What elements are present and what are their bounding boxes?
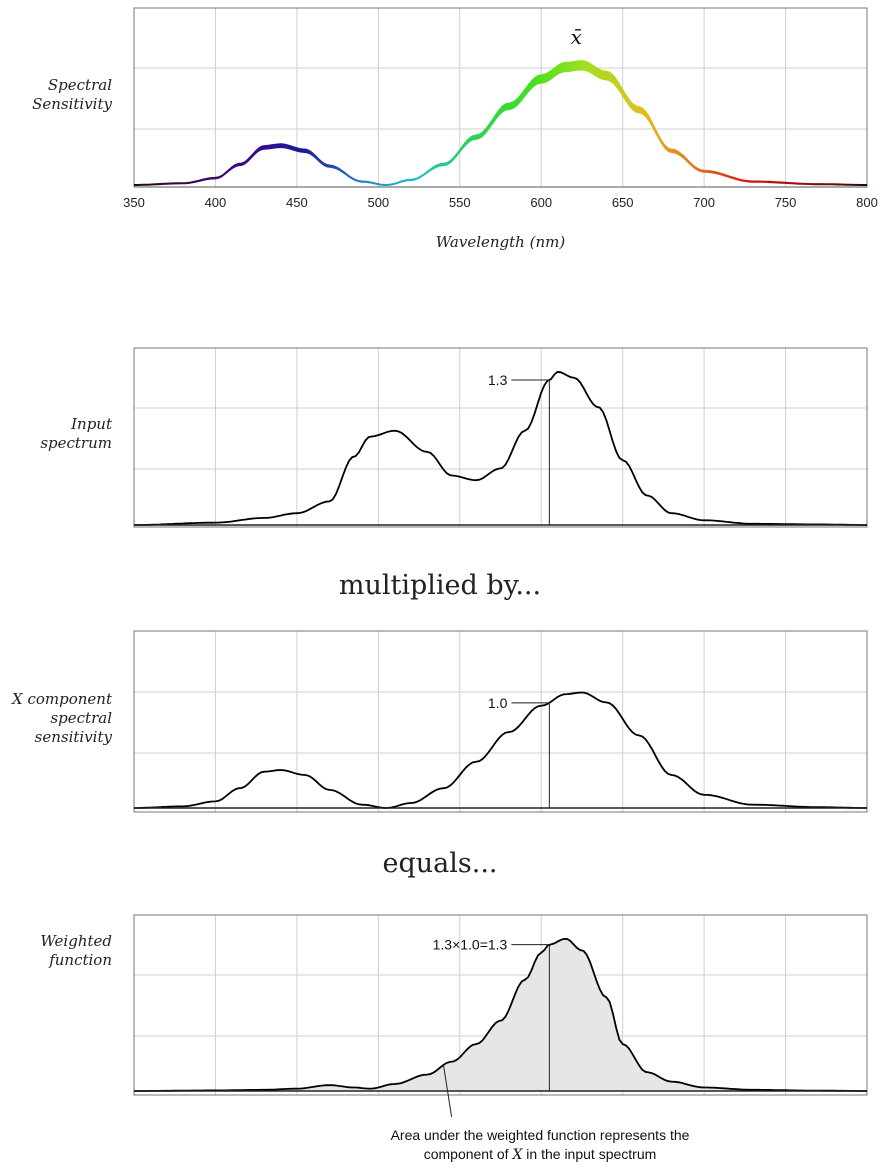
caption-line-2-prefix: component of (423, 1146, 513, 1162)
x-tick-label: 750 (775, 195, 797, 210)
x-tick-label: 650 (612, 195, 634, 210)
series-line (134, 691, 867, 809)
area-caption: Area under the weighted function represe… (330, 1126, 750, 1165)
x-tick-label: 350 (123, 195, 145, 210)
value-callout-label: 1.3×1.0=1.3 (433, 937, 508, 953)
x-tick-label: 450 (286, 195, 308, 210)
chart-panel-3: 1.3×1.0=1.3 (133, 914, 868, 1118)
caption-line-2: component of X in the input spectrum (330, 1145, 750, 1165)
y-axis-label-weighted-function: Weighted function (40, 932, 112, 969)
x-tick-label: 400 (205, 195, 227, 210)
caption-pointer-line (442, 1065, 453, 1118)
plot-frame (133, 347, 868, 528)
value-callout-label: 1.0 (488, 695, 508, 711)
x-tick-label: 600 (530, 195, 552, 210)
x-axis-label-wavelength: Wavelength (nm) (435, 233, 566, 251)
y-axis-label-spectral-sensitivity: Spectral Sensitivity (32, 76, 112, 113)
connector-equals: equals... (382, 848, 498, 879)
y-axis-label-input-spectrum: Input spectrum (40, 415, 112, 452)
caption-line-2-suffix: in the input spectrum (522, 1146, 657, 1162)
connector-multiplied-by: multiplied by... (338, 570, 542, 601)
caption-variable-x: X (512, 1147, 523, 1163)
plot-frame (133, 7, 868, 188)
y-axis-label-x-component: X component spectral sensitivity (12, 690, 112, 746)
plot-frame (133, 630, 868, 813)
series-label-x-bar: x̄ (571, 25, 582, 49)
chart-panel-2: 1.0 (133, 630, 868, 813)
series-line (134, 937, 867, 1092)
series-line (134, 370, 867, 526)
x-tick-label: 550 (449, 195, 471, 210)
value-callout-label: 1.3 (488, 372, 508, 388)
area-fill (134, 938, 867, 1091)
x-tick-label: 500 (367, 195, 389, 210)
series-line-x-bar (134, 60, 867, 186)
caption-line-1: Area under the weighted function represe… (390, 1127, 690, 1143)
x-tick-label: 700 (693, 195, 715, 210)
chart-panel-0: 350 400 450 500 550 600 650 700 750 800 x̄ (123, 7, 878, 210)
chart-panel-1: 1.3 (133, 347, 868, 528)
plot-frame (133, 914, 868, 1096)
x-tick-label: 800 (856, 195, 878, 210)
